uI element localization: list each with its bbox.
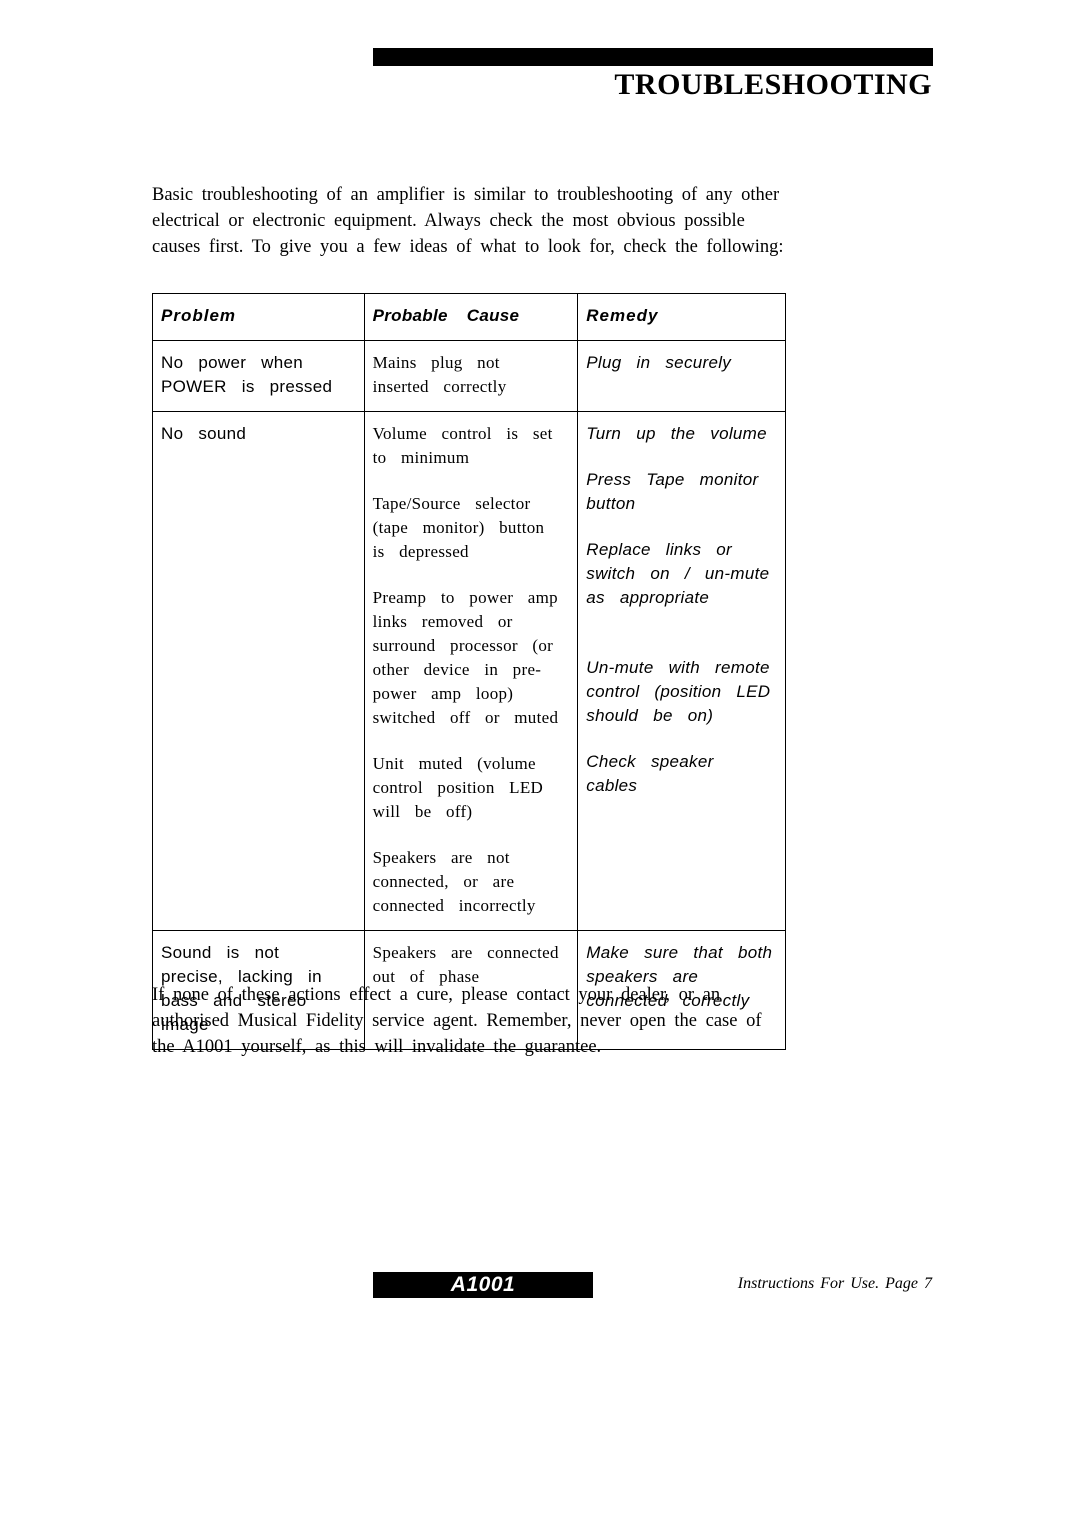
cause-item: Unit muted (volume control position LED …: [373, 752, 570, 824]
col-header-problem: Problem: [153, 294, 365, 341]
cell-cause: Volume control is set to minimum Tape/So…: [364, 412, 578, 931]
remedy-item: Turn up the volume: [586, 422, 777, 446]
cell-cause: Mains plug not inserted correctly: [364, 341, 578, 412]
footer-right-text: Instructions For Use. Page 7: [738, 1275, 932, 1293]
section-title: TROUBLESHOOTING: [614, 68, 932, 102]
remedy-item: Un-mute with remote control (position LE…: [586, 656, 777, 728]
remedy-item: Press Tape monitor button: [586, 468, 777, 516]
cell-problem: No power when POWER is pressed: [153, 341, 365, 412]
intro-paragraph: Basic troubleshooting of an amplifier is…: [152, 182, 792, 260]
remedy-item: Check speaker cables: [586, 750, 777, 798]
col-header-remedy: Remedy: [578, 294, 786, 341]
remedy-item: Replace links or switch on / un-mute as …: [586, 538, 777, 610]
col-header-cause: Probable Cause: [364, 294, 578, 341]
cell-remedy: Plug in securely: [578, 341, 786, 412]
cell-problem: No sound: [153, 412, 365, 931]
troubleshoot-table: Problem Probable Cause Remedy No power w…: [152, 293, 786, 1050]
table-header-row: Problem Probable Cause Remedy: [153, 294, 786, 341]
table-row: No power when POWER is pressed Mains plu…: [153, 341, 786, 412]
cause-item: Tape/Source selector (tape monitor) butt…: [373, 492, 570, 564]
footer-model: A1001: [373, 1272, 593, 1298]
cause-item: Speakers are not connected, or are conne…: [373, 846, 570, 918]
page: TROUBLESHOOTING Basic troubleshooting of…: [0, 0, 1080, 1525]
table-row: No sound Volume control is set to minimu…: [153, 412, 786, 931]
cause-item: Volume control is set to minimum: [373, 422, 570, 470]
cause-item: Preamp to power amp links removed or sur…: [373, 586, 570, 730]
header-bar: [373, 48, 933, 66]
cell-remedy: Turn up the volume Press Tape monitor bu…: [578, 412, 786, 931]
outro-paragraph: If none of these actions effect a cure, …: [152, 982, 790, 1060]
